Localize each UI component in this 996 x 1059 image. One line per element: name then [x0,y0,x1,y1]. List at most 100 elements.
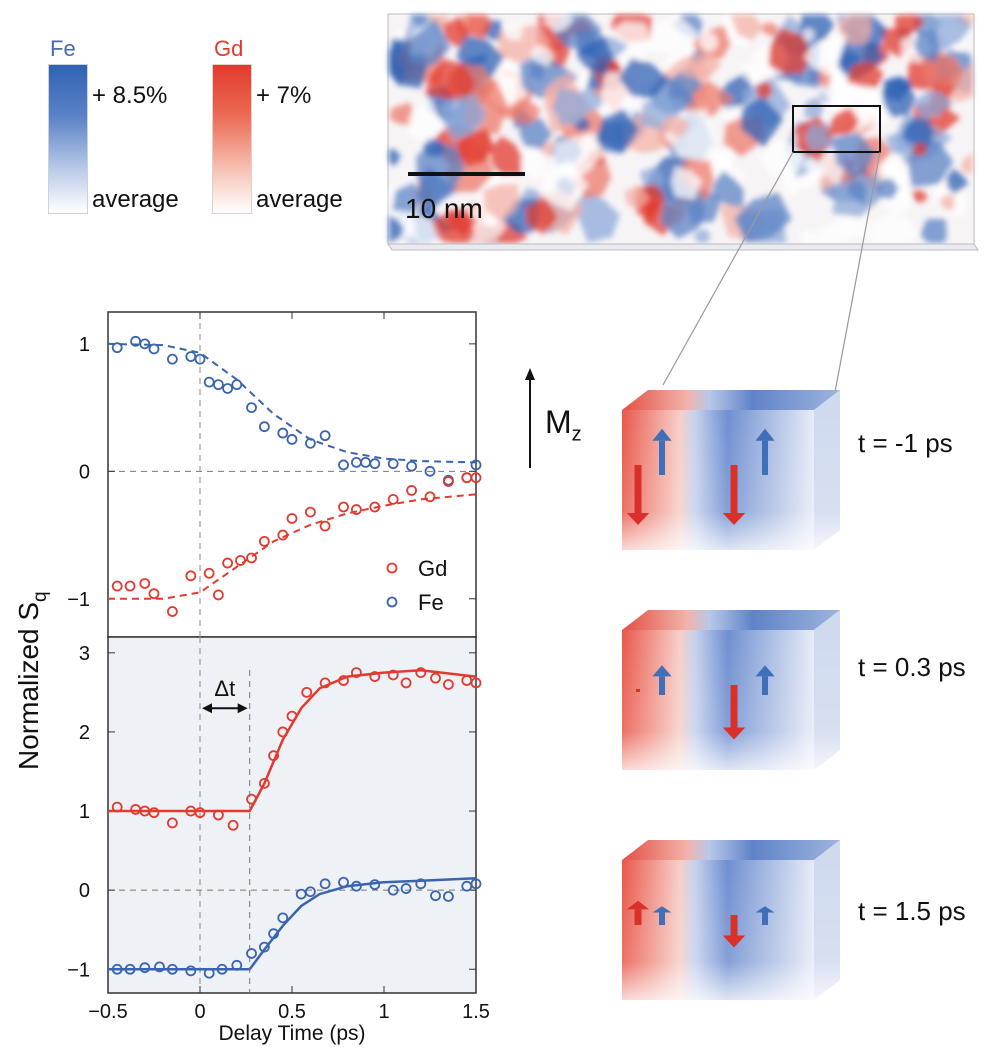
lower-point-fe [470,878,482,890]
map-domain [411,214,445,243]
lower-point-gd [369,671,381,682]
y-axis-label-main: Normalized S [13,602,44,770]
upper-point-gd [124,580,136,592]
gd-colorbar-max: + 7% [256,82,312,109]
mz-label: Mz [545,404,582,446]
fe-colorbar-label: Fe [50,36,76,61]
upper-ytick-label: 1 [79,334,90,356]
upper-point-gd [304,506,316,518]
upper-point-fe [424,465,436,477]
lower-point-fe [369,879,381,891]
map-domain [416,143,465,198]
panel-time-label-1: t = -1 ps [858,428,953,458]
map-domain [440,94,487,142]
upper-point-gd [470,472,482,484]
legend-label-fe: Fe [418,590,444,615]
upper-point-gd [286,513,298,524]
map-domain [883,76,909,103]
lower-point-fe [400,883,412,894]
gd-arrow-left-head [626,513,650,525]
map-domain [698,30,718,52]
lower-point-gd [319,677,331,689]
upper-point-gd [424,491,436,503]
lower-point-gd [227,819,239,831]
lower-point-gd [166,817,178,829]
delta-t-label: Δt [214,676,235,701]
fe-colorbar-min: average [92,186,179,213]
map-domain [819,175,833,191]
map-domain [392,182,426,213]
map-domain [409,15,427,27]
map-domain [571,190,620,243]
lower-point-fe [231,959,243,971]
map-domain [801,28,815,42]
upper-point-gd [222,557,234,569]
lower-point-fe [166,963,178,975]
spin-panel-1 [622,390,842,555]
lower-ytick-label: 3 [79,643,90,665]
lower-point-gd [400,677,412,689]
upper-point-fe [111,342,123,354]
y-axis-label-sub: q [30,591,51,602]
map-domain [389,102,414,126]
upper-point-gd [203,567,215,579]
map-domain [940,194,955,211]
lower-point-fe [216,963,228,975]
map-domain [442,15,470,48]
fe-arrow-right-head [755,428,775,441]
lower-point-fe [111,963,123,975]
panel-time-label-3: t = 1.5 ps [858,896,966,926]
upper-point-fe [246,402,257,413]
mz-label-main: M [545,404,572,440]
mz-arrow [525,368,535,468]
upper-ytick-label: −1 [67,589,90,611]
upper-point-fe [231,379,243,391]
map-domain [803,37,839,78]
fe-colorbar [48,64,88,214]
lower-panel-bg [107,636,477,994]
lower-point-fe [258,941,270,953]
spin-panel-3 [622,840,842,1005]
lower-point-gd [470,677,482,689]
map-domain [424,59,476,103]
lower-ytick-label: −1 [67,959,90,981]
upper-point-gd [406,485,418,496]
upper-point-gd [350,504,362,515]
map-domain [837,15,871,46]
upper-point-gd [258,536,270,547]
upper-point-gd [235,555,246,566]
map-domain [885,132,906,156]
lower-fit-fe [108,877,477,971]
lower-point-gd [430,672,441,684]
map-domain [756,81,774,99]
map-domain [961,152,973,175]
lower-point-gd [387,669,399,681]
upper-point-gd [166,606,178,617]
gd-colorbar [212,64,252,214]
magnetization-map: 10 nm [387,13,979,251]
map-domain [741,96,784,148]
panel-top-face [622,610,840,630]
gd-arrow-left-head [626,900,650,910]
map-domain [920,218,947,243]
map-domain [544,15,574,33]
scalebar-label: 10 nm [405,193,483,224]
upper-point-fe [338,459,349,471]
map-domain [768,28,813,74]
lower-point-fe [338,876,349,888]
lower-point-gd [277,726,289,738]
fe-arrow-left-head [652,665,672,677]
map-domain [407,97,441,143]
map-domain [874,178,899,199]
upper-panel-bg [107,311,477,638]
upper-point-fe [369,458,381,470]
gd-colorbar-min: average [256,186,343,213]
upper-point-gd [387,493,399,505]
upper-point-fe [148,343,160,355]
lower-point-gd [415,667,427,679]
map-domain [542,160,588,212]
map-domain [519,118,553,150]
gd-arrow-right-head [722,935,746,948]
map-domain [639,166,665,192]
map-domain [623,111,677,154]
